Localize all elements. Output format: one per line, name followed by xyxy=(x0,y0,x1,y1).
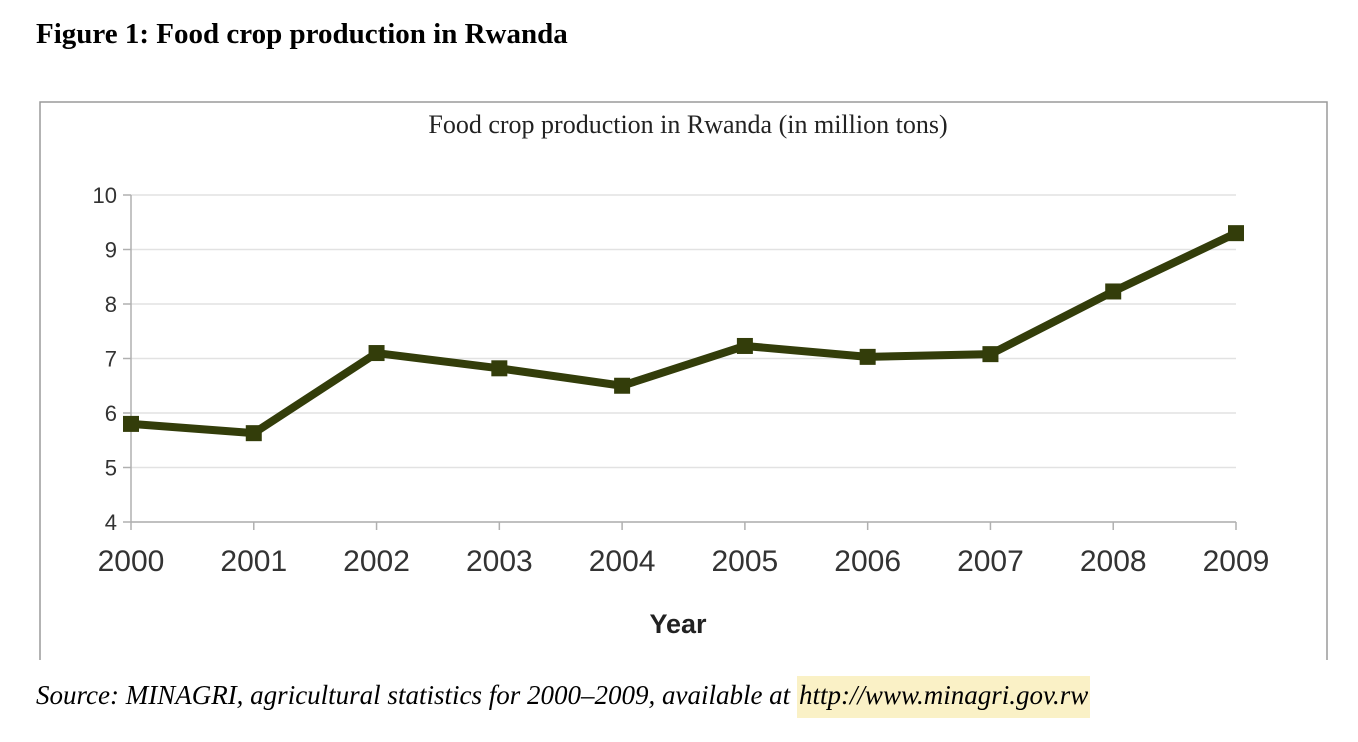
series-layer xyxy=(127,229,1240,438)
x-axis-label: Year xyxy=(649,609,707,639)
chart-title: Food crop production in Rwanda (in milli… xyxy=(428,110,947,139)
x-tick-label: 2009 xyxy=(1203,545,1270,578)
data-point-2005 xyxy=(736,337,753,354)
x-tick-label: 2006 xyxy=(834,545,901,578)
x-tick-label: 2002 xyxy=(343,545,410,578)
x-tick-label: 2001 xyxy=(220,545,287,578)
source-link[interactable]: http://www.minagri.gov.rw xyxy=(796,676,1091,718)
gridlines xyxy=(131,194,1236,523)
y-tick-label: 10 xyxy=(93,183,117,208)
series-line-0 xyxy=(127,229,1240,438)
data-point-2001 xyxy=(245,425,262,442)
y-tick-label: 7 xyxy=(105,347,117,372)
x-tick-label: 2003 xyxy=(466,545,533,578)
x-tick-label: 2007 xyxy=(957,545,1024,578)
data-point-2007 xyxy=(982,346,999,363)
x-axis-ticks: 2000 2001 2002 2003 2004 2005 2006 2007 2008 2009 xyxy=(98,522,1270,578)
x-tick-label: 2004 xyxy=(589,545,656,578)
y-tick-label: 4 xyxy=(105,510,117,535)
data-point-2004 xyxy=(614,377,631,394)
data-point-2006 xyxy=(859,348,876,365)
y-tick-label: 9 xyxy=(105,238,117,263)
x-tick-label: 2005 xyxy=(712,545,779,578)
data-point-2002 xyxy=(368,345,385,362)
y-tick-label: 5 xyxy=(105,456,117,481)
figure-caption: Figure 1: Food crop production in Rwanda xyxy=(36,18,568,50)
x-tick-label: 2008 xyxy=(1080,545,1147,578)
y-tick-label: 8 xyxy=(105,292,117,317)
data-point-2008 xyxy=(1105,283,1122,300)
y-tick-label: 6 xyxy=(105,401,117,426)
marker-layer xyxy=(123,225,1244,442)
y-axis-ticks: 4 5 6 7 8 9 10 xyxy=(93,183,131,535)
data-point-2009 xyxy=(1228,225,1244,242)
data-point-2000 xyxy=(123,415,139,432)
data-point-2003 xyxy=(491,360,508,377)
source-note: Source: MINAGRI, agricultural statistics… xyxy=(36,676,1091,718)
source-text: Source: MINAGRI, agricultural statistics… xyxy=(36,680,797,710)
x-tick-label: 2000 xyxy=(98,545,165,578)
chart-frame xyxy=(39,101,1328,660)
